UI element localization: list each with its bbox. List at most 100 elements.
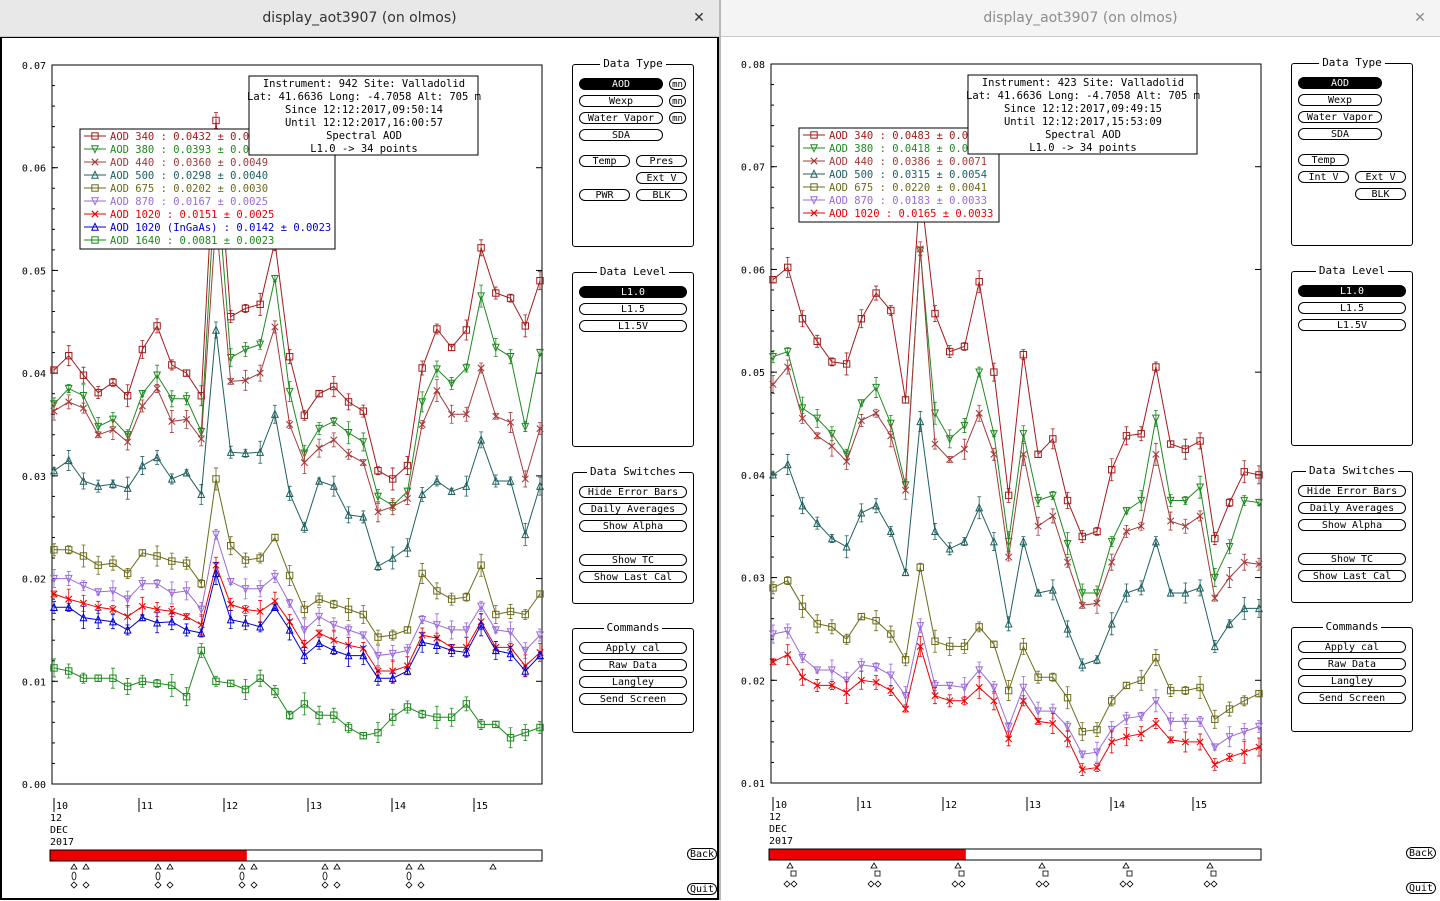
- data-point: [506, 294, 515, 302]
- sda-button[interactable]: SDA: [579, 129, 663, 141]
- data-point: [506, 734, 515, 742]
- hide-error-bars-button[interactable]: Hide Error Bars: [1298, 485, 1406, 497]
- pwr-button[interactable]: PWR: [579, 189, 630, 201]
- error-bar: [1021, 425, 1026, 443]
- error-bar: [110, 377, 115, 387]
- data-point: [813, 620, 821, 628]
- l1-5-button[interactable]: L1.5: [579, 303, 687, 315]
- data-point: [1211, 715, 1219, 724]
- data-point: [168, 681, 176, 690]
- data-point: [300, 605, 309, 614]
- series-line: [53, 649, 541, 739]
- send-screen-button[interactable]: Send Screen: [1298, 692, 1406, 704]
- error-bar: [479, 431, 484, 449]
- data-point: [359, 631, 368, 640]
- close-icon[interactable]: ✕: [693, 10, 705, 26]
- data-point: [1019, 697, 1027, 705]
- blk-button[interactable]: BLK: [1355, 188, 1406, 200]
- l1-0-button[interactable]: L1.0: [579, 286, 687, 298]
- error-bar: [1065, 492, 1070, 509]
- aod-mn-button[interactable]: mn: [669, 78, 686, 90]
- water-vapor-mn-button[interactable]: mn: [669, 112, 686, 124]
- raw-data-button[interactable]: Raw Data: [579, 659, 687, 671]
- data-point: [91, 170, 99, 179]
- show-alpha-button[interactable]: Show Alpha: [1298, 519, 1406, 531]
- data-point: [153, 552, 161, 560]
- water-vapor-button[interactable]: Water Vapor: [1298, 111, 1382, 123]
- raw-data-button[interactable]: Raw Data: [1298, 658, 1406, 670]
- data-point: [1093, 654, 1101, 664]
- l1-0-button[interactable]: L1.0: [1298, 285, 1406, 297]
- data-point: [197, 628, 206, 637]
- show-tc-button[interactable]: Show TC: [579, 554, 687, 566]
- data-point: [403, 542, 412, 552]
- data-type-title: Data Type: [600, 57, 666, 70]
- data-point: [506, 607, 515, 616]
- show-last-cal-button[interactable]: Show Last Cal: [579, 571, 687, 583]
- window-titlebar[interactable]: display_aot3907 (on olmos) ✕: [0, 0, 719, 37]
- data-point: [828, 442, 836, 450]
- langley-button[interactable]: Langley: [579, 676, 687, 688]
- send-screen-button[interactable]: Send Screen: [579, 693, 687, 705]
- quit-button[interactable]: Quit: [687, 883, 717, 895]
- ext-v-button[interactable]: Ext V: [636, 172, 687, 184]
- water-vapor-button[interactable]: Water Vapor: [579, 112, 663, 124]
- data-point: [50, 546, 58, 554]
- hide-error-bars-button[interactable]: Hide Error Bars: [579, 486, 687, 498]
- apply-cal-button[interactable]: Apply cal: [579, 642, 687, 654]
- temp-button[interactable]: Temp: [579, 155, 630, 167]
- show-last-cal-button[interactable]: Show Last Cal: [1298, 570, 1406, 582]
- back-button[interactable]: Back: [687, 848, 717, 860]
- wexp-mn-button[interactable]: mn: [669, 95, 686, 107]
- wexp-button[interactable]: Wexp: [579, 95, 663, 107]
- pres-button[interactable]: Pres: [636, 155, 687, 167]
- langley-button[interactable]: Langley: [1298, 675, 1406, 687]
- show-alpha-button[interactable]: Show Alpha: [579, 520, 687, 532]
- data-point: [1181, 686, 1190, 695]
- error-bar: [96, 386, 101, 400]
- data-point: [810, 169, 818, 178]
- l1-5v-button[interactable]: L1.5V: [579, 320, 687, 332]
- back-button[interactable]: Back: [1406, 847, 1436, 859]
- aod-button[interactable]: AOD: [1298, 77, 1382, 89]
- error-bar: [1227, 498, 1232, 507]
- data-point: [123, 483, 132, 492]
- apply-cal-button[interactable]: Apply cal: [1298, 641, 1406, 653]
- series-line: [772, 644, 1260, 771]
- ext-v-button[interactable]: Ext V: [1355, 171, 1406, 183]
- temp-button[interactable]: Temp: [1298, 154, 1349, 166]
- data-point: [271, 687, 279, 696]
- data-point: [315, 711, 323, 719]
- l1-5-button[interactable]: L1.5: [1298, 302, 1406, 314]
- daily-averages-button[interactable]: Daily Averages: [579, 503, 687, 515]
- legend-entry: AOD 340 : 0.0483 ± 0.0: [829, 130, 968, 142]
- window-titlebar[interactable]: display_aot3907 (on olmos) ✕: [721, 0, 1440, 37]
- data-point: [197, 435, 205, 443]
- l1-5v-button[interactable]: L1.5V: [1298, 319, 1406, 331]
- data-point: [1078, 766, 1086, 774]
- cal-marker: [1035, 862, 1050, 888]
- cal-marker-oval: [71, 871, 77, 881]
- int-v-button[interactable]: Int V: [1298, 171, 1349, 183]
- error-bar: [1036, 670, 1041, 684]
- error-bar: [184, 687, 189, 707]
- window-instrument-942: display_aot3907 (on olmos) ✕ 0.07 0.06 0.0…: [0, 0, 719, 900]
- aod-button[interactable]: AOD: [579, 78, 663, 90]
- quit-button[interactable]: Quit: [1406, 882, 1436, 894]
- error-bar: [1124, 426, 1129, 446]
- show-tc-button[interactable]: Show TC: [1298, 553, 1406, 565]
- blk-button[interactable]: BLK: [636, 189, 687, 201]
- error-bar: [523, 314, 528, 338]
- data-point: [945, 681, 954, 691]
- sda-button[interactable]: SDA: [1298, 128, 1382, 140]
- data-point: [123, 625, 132, 634]
- data-point: [901, 705, 910, 713]
- wexp-button[interactable]: Wexp: [1298, 94, 1382, 106]
- commands-title: Commands: [603, 621, 663, 634]
- data-point: [1078, 659, 1087, 669]
- daily-averages-button[interactable]: Daily Averages: [1298, 502, 1406, 514]
- error-bar: [1080, 530, 1085, 543]
- series-aod-1640: [50, 643, 544, 749]
- close-icon[interactable]: ✕: [1414, 10, 1426, 26]
- data-point: [285, 711, 294, 719]
